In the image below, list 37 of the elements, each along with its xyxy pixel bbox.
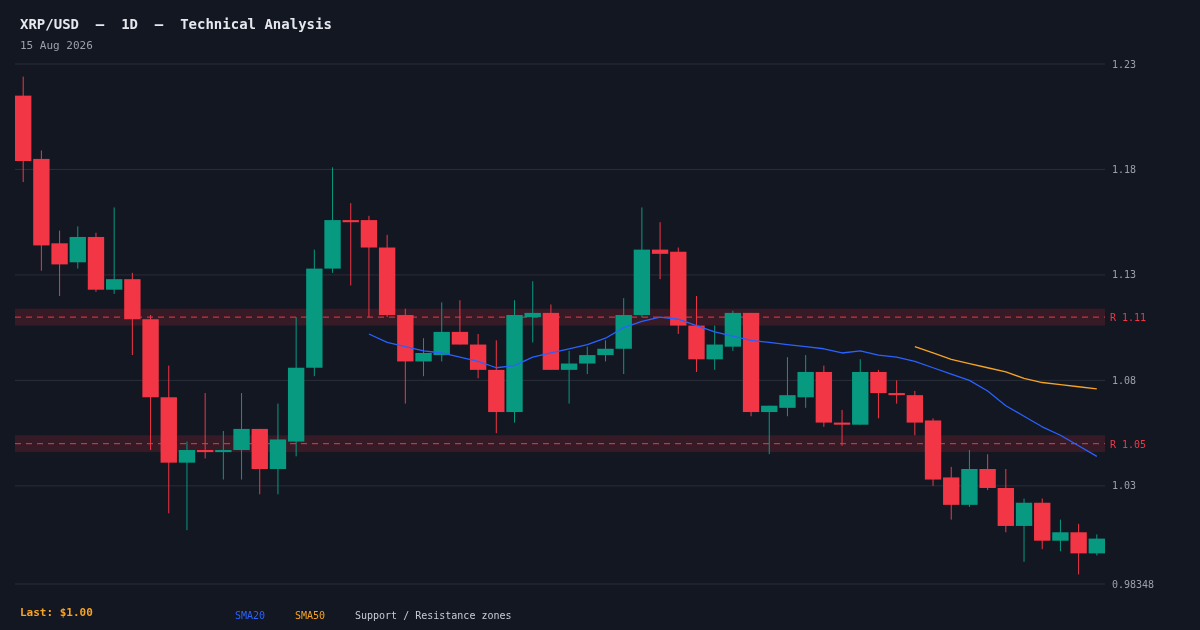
line-series xyxy=(914,346,1098,390)
candlestick xyxy=(233,392,250,481)
text: SMA20 xyxy=(235,610,266,621)
y-tick-label: 1.03 xyxy=(1112,480,1137,492)
y-tick-label: 1.13 xyxy=(1112,269,1137,281)
candlestick xyxy=(761,405,778,455)
text: Last: $1.00 xyxy=(20,606,93,619)
candlestick xyxy=(415,337,432,377)
candlestick xyxy=(215,430,232,481)
chart-title: XRP/USD – 1D – Technical Analysis xyxy=(20,16,332,32)
candlestick xyxy=(105,206,123,295)
candlestick xyxy=(888,379,905,405)
y-tick-label: 0.98348 xyxy=(1112,578,1155,590)
candlestick xyxy=(651,221,669,280)
candlestick xyxy=(433,301,450,362)
candlestick xyxy=(524,280,541,343)
y-tick-label: 1.18 xyxy=(1112,163,1137,175)
candlestick xyxy=(706,325,723,371)
ref-line-label: R 1.05 xyxy=(1110,438,1147,450)
candlestick xyxy=(1015,498,1033,563)
candlestick xyxy=(560,350,578,405)
candlestick xyxy=(342,202,359,286)
y-tick-label: 1.23 xyxy=(1112,58,1137,70)
candlestick xyxy=(870,369,887,419)
candlestick xyxy=(579,346,596,375)
candlestick xyxy=(1052,519,1069,552)
y-tick-label: 1.08 xyxy=(1112,374,1137,386)
candlestick xyxy=(979,453,996,491)
text: Support / Resistance zones xyxy=(355,610,512,621)
candlestick xyxy=(178,441,196,531)
candlestick xyxy=(597,339,614,362)
text: SMA50 xyxy=(295,610,326,621)
ref-line-label: R 1.11 xyxy=(1110,312,1147,324)
candlestick xyxy=(1088,533,1105,556)
candlestick xyxy=(1070,523,1087,575)
chart-subtitle: 15 Aug 2026 xyxy=(20,39,93,52)
line-series xyxy=(368,316,1098,457)
